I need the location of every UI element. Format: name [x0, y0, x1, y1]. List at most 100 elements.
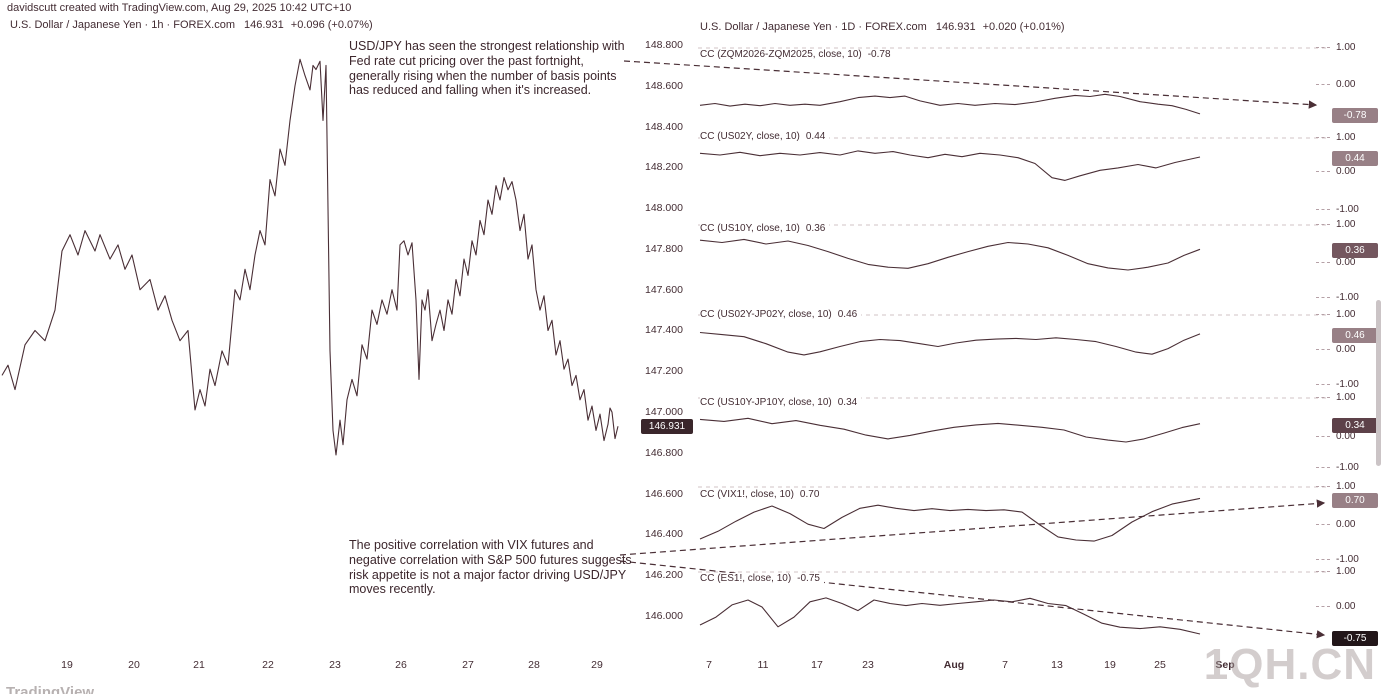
tick-label: 0.00 — [1336, 166, 1356, 177]
cc-axis-tick[interactable]: 0.00 — [1316, 166, 1355, 177]
tick-label: 1.00 — [1336, 219, 1356, 230]
cc-axis-tick[interactable]: -1.00 — [1316, 379, 1359, 390]
tick-dash — [1316, 384, 1330, 385]
tick-dash — [1316, 262, 1330, 263]
time-axis-label: 26 — [395, 659, 407, 671]
price-tick-label: 148.800 — [645, 39, 683, 51]
cc-value-badge: 0.70 — [1332, 493, 1378, 508]
indicator-name[interactable]: CC (VIX1!, close, 10) — [700, 489, 794, 500]
cc-axis-tick[interactable]: 1.00 — [1316, 392, 1355, 403]
cc-value-badge: -0.75 — [1332, 631, 1378, 646]
cc-axis-tick[interactable]: -1.00 — [1316, 204, 1359, 215]
cc-value-badge: -0.78 — [1332, 108, 1378, 123]
cc-axis-tick[interactable]: 0.00 — [1316, 344, 1355, 355]
indicator-value: 0.36 — [805, 223, 826, 234]
time-axis-label: 22 — [262, 659, 274, 671]
cc-value-badge: 0.46 — [1332, 328, 1378, 343]
indicator-legend[interactable]: CC (US10Y-JP10Y, close, 10) 0.34 — [700, 397, 862, 408]
indicator-legend[interactable]: CC (ZQM2026-ZQM2025, close, 10) -0.78 — [700, 49, 895, 60]
time-axis-label: 19 — [61, 659, 73, 671]
tick-label: 1.00 — [1336, 566, 1356, 577]
cc-axis-tick[interactable]: 0.00 — [1316, 79, 1355, 90]
time-axis-label: 11 — [757, 659, 769, 671]
annotation-risk-appetite[interactable]: The positive correlation with VIX future… — [349, 538, 632, 597]
cc-axis-tick[interactable]: 0.00 — [1316, 257, 1355, 268]
tick-label: 0.00 — [1336, 257, 1356, 268]
time-axis-label: 28 — [528, 659, 540, 671]
indicator-name[interactable]: CC (US10Y-JP10Y, close, 10) — [700, 397, 832, 408]
tick-dash — [1316, 349, 1330, 350]
cc-axis-tick[interactable]: 1.00 — [1316, 219, 1355, 230]
indicator-value: 0.34 — [837, 397, 858, 408]
tick-label: 0.00 — [1336, 601, 1356, 612]
attribution-text: davidscutt created with TradingView.com,… — [7, 2, 352, 14]
tick-dash — [1316, 224, 1330, 225]
indicator-legend[interactable]: CC (US02Y-JP02Y, close, 10) 0.46 — [700, 309, 862, 320]
left-price-change: +0.096 (+0.07%) — [290, 19, 373, 31]
indicator-legend[interactable]: CC (US10Y, close, 10) 0.36 — [700, 223, 830, 234]
price-tick-label: 147.600 — [645, 283, 683, 296]
tick-label: -1.00 — [1336, 462, 1359, 473]
indicator-name[interactable]: CC (ES1!, close, 10) — [700, 573, 792, 584]
indicator-name[interactable]: CC (US02Y-JP02Y, close, 10) — [700, 309, 832, 320]
price-tick-label: 146.800 — [645, 446, 683, 459]
time-axis-label: 21 — [193, 659, 205, 671]
cc-axis-tick[interactable]: 1.00 — [1316, 481, 1355, 492]
cc-axis-tick[interactable]: 0.00 — [1316, 431, 1355, 442]
time-axis-label: 19 — [1104, 659, 1116, 671]
tick-dash — [1316, 606, 1330, 607]
indicator-value: 0.44 — [805, 131, 826, 142]
time-axis-label: 13 — [1051, 659, 1063, 671]
price-tick-label: 148.200 — [645, 161, 683, 174]
price-tick-label: 148.600 — [645, 79, 683, 92]
tick-dash — [1316, 84, 1330, 85]
time-axis-label: 29 — [591, 659, 603, 671]
cc-axis-tick[interactable]: 1.00 — [1316, 132, 1355, 143]
tick-label: -1.00 — [1336, 554, 1359, 565]
right-price-change: +0.020 (+0.01%) — [982, 21, 1065, 33]
watermark: 1QH.CN — [1203, 640, 1376, 689]
tick-label: -1.00 — [1336, 379, 1359, 390]
cc-axis-tick[interactable]: -1.00 — [1316, 554, 1359, 565]
last-price-badge: 146.931 — [641, 419, 693, 434]
price-tick-label: 147.800 — [645, 242, 683, 255]
cc-value-badge: 0.36 — [1332, 243, 1378, 258]
indicator-name[interactable]: CC (US02Y, close, 10) — [700, 131, 800, 142]
cc-value-badge: 0.34 — [1332, 418, 1378, 433]
tick-label: 0.00 — [1336, 519, 1356, 530]
price-tick-label: 147.000 — [645, 406, 683, 419]
indicator-value: -0.75 — [797, 573, 820, 584]
indicator-value: -0.78 — [867, 49, 891, 60]
indicator-legend[interactable]: CC (US02Y, close, 10) 0.44 — [700, 131, 830, 142]
indicator-name[interactable]: CC (ZQM2026-ZQM2025, close, 10) — [700, 49, 862, 60]
left-chart-legend[interactable]: U.S. Dollar / Japanese Yen · 1h · FOREX.… — [10, 19, 373, 31]
cc-axis-tick[interactable]: 1.00 — [1316, 566, 1355, 577]
indicator-name[interactable]: CC (US10Y, close, 10) — [700, 223, 800, 234]
cc-axis-tick[interactable]: -1.00 — [1316, 462, 1359, 473]
indicator-legend[interactable]: CC (VIX1!, close, 10) 0.70 — [700, 489, 824, 500]
cc-axis-tick[interactable]: -1.00 — [1316, 292, 1359, 303]
cc-axis-tick[interactable]: 0.00 — [1316, 519, 1355, 530]
cc-axis-tick[interactable]: 1.00 — [1316, 309, 1355, 320]
cc-axis-tick[interactable]: 1.00 — [1316, 42, 1355, 53]
time-axis-label: 7 — [1002, 659, 1008, 671]
annotation-fed-pricing[interactable]: USD/JPY has seen the strongest relations… — [349, 39, 625, 98]
price-tick-label: 146.400 — [645, 528, 683, 541]
tick-dash — [1316, 47, 1330, 48]
tick-label: 0.00 — [1336, 79, 1356, 90]
right-symbol-title[interactable]: U.S. Dollar / Japanese Yen · 1D · FOREX.… — [700, 21, 927, 33]
tick-label: -1.00 — [1336, 204, 1359, 215]
cc-axis-tick[interactable]: 0.00 — [1316, 601, 1355, 612]
cc-value-badge: 0.44 — [1332, 151, 1378, 166]
tick-dash — [1316, 209, 1330, 210]
indicator-legend[interactable]: CC (ES1!, close, 10) -0.75 — [700, 573, 824, 584]
left-symbol-title[interactable]: U.S. Dollar / Japanese Yen · 1h · FOREX.… — [10, 19, 235, 31]
tick-label: 1.00 — [1336, 309, 1356, 320]
scrollbar-thumb[interactable] — [1376, 300, 1381, 466]
tick-dash — [1316, 436, 1330, 437]
indicator-value: 0.70 — [799, 489, 820, 500]
right-chart-legend[interactable]: U.S. Dollar / Japanese Yen · 1D · FOREX.… — [700, 21, 1065, 33]
tradingview-logo-clipped: TradingView — [6, 684, 95, 694]
